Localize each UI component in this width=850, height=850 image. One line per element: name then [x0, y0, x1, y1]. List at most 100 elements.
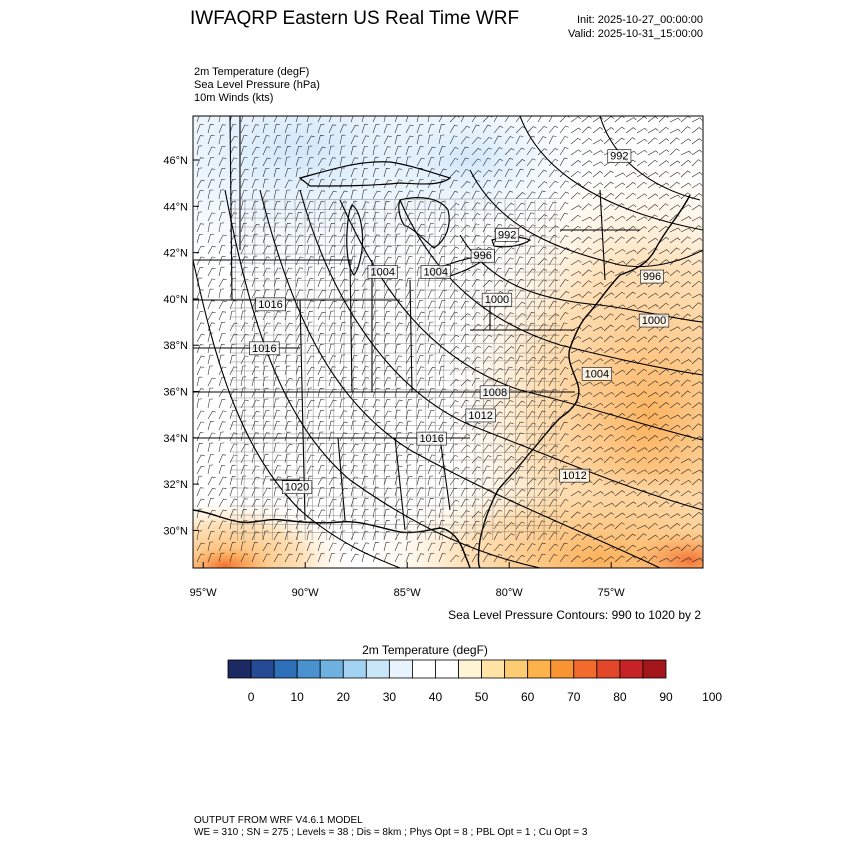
isobar-label: 1004 [370, 266, 394, 278]
wind-barb [405, 135, 414, 145]
wind-barb [339, 553, 347, 563]
wind-barb [449, 290, 459, 299]
wind-barb [504, 136, 514, 145]
wind-barb [240, 454, 249, 464]
wind-barb [383, 300, 392, 310]
latitude-axis: 46°N44°N42°N40°N38°N36°N34°N32°N30°N [163, 155, 199, 537]
colorbar-title: 2m Temperature (degF) [362, 643, 488, 657]
wind-barb [636, 205, 648, 211]
model-footer: OUTPUT FROM WRF V4.6.1 MODEL WE = 310 ; … [194, 815, 587, 839]
wind-barb [361, 387, 368, 398]
wind-barb [504, 509, 514, 519]
wind-barb [669, 337, 681, 343]
wind-barb [647, 501, 659, 508]
wind-barb [636, 413, 648, 420]
wind-barb [372, 542, 379, 552]
wind-barb [680, 216, 692, 222]
wind-barb [680, 522, 691, 530]
wind-barb [361, 135, 370, 145]
wind-barb [196, 311, 204, 321]
wind-barb [581, 192, 592, 200]
wind-barb [493, 509, 503, 519]
wind-barb [372, 212, 380, 222]
wind-barb [306, 278, 314, 288]
wind-barb [526, 454, 535, 464]
wind-barb [515, 333, 524, 343]
wind-barb [427, 289, 436, 299]
wind-barb [196, 124, 204, 134]
wind-barb [328, 520, 336, 530]
wind-barb [317, 267, 326, 277]
wind-barb [372, 355, 380, 365]
wind-barb [581, 533, 592, 541]
wind-barb [471, 301, 481, 310]
wind-barb [482, 312, 493, 321]
wind-barb [273, 454, 282, 464]
wind-barb [383, 135, 392, 145]
wind-barb [548, 356, 559, 365]
wind-barb [350, 443, 359, 453]
wind-barb [196, 410, 205, 420]
wind-barb [691, 512, 703, 519]
wind-barb [306, 116, 309, 123]
wind-barb [306, 190, 314, 200]
wind-barb [603, 425, 615, 431]
wind-barb [559, 180, 569, 189]
wind-barb [460, 345, 470, 354]
wind-barb [691, 117, 703, 123]
wind-barb [460, 157, 469, 167]
wind-barb [614, 280, 625, 288]
wind-barb [251, 531, 260, 541]
wind-barb [207, 410, 216, 420]
wind-barb [460, 510, 470, 519]
wind-barb [405, 124, 414, 134]
wind-barb [691, 457, 703, 464]
wind-barb [427, 553, 435, 563]
wind-barb [625, 258, 636, 266]
wind-barb [658, 469, 670, 475]
wind-barb [537, 268, 548, 277]
wind-barb [548, 268, 559, 277]
wind-barb [218, 179, 226, 189]
isobar-label: 1020 [285, 482, 309, 494]
wind-barb [570, 303, 582, 310]
wind-barb [680, 259, 692, 266]
wind-barb [537, 356, 547, 365]
wind-barb [493, 169, 503, 178]
wind-barb [339, 321, 346, 332]
wind-barb [383, 508, 390, 519]
wind-barb [570, 456, 581, 464]
wind-barb [372, 366, 381, 376]
colorbar-label: 10 [290, 690, 304, 704]
wind-barb [471, 223, 480, 233]
wind-barb [581, 236, 592, 244]
wind-barb [284, 255, 291, 266]
wind-barb [515, 510, 526, 519]
wind-barb [218, 552, 225, 563]
colorbar-swatch [596, 659, 621, 679]
wind-barb [493, 179, 502, 189]
wind-barb [317, 311, 326, 321]
wind-barb [504, 278, 513, 288]
wind-barb [240, 344, 249, 354]
wind-barb [361, 542, 370, 552]
wind-barb [603, 502, 615, 508]
wind-barb [295, 135, 304, 145]
wind-barb [537, 125, 548, 134]
wind-barb [405, 464, 412, 475]
wind-barb [680, 227, 692, 233]
county-line [311, 199, 316, 541]
wind-barb [372, 464, 379, 475]
wind-barb [515, 290, 525, 299]
wind-barb [658, 456, 669, 464]
wind-barb [416, 421, 425, 431]
wind-barb [537, 258, 548, 266]
wind-barb [405, 541, 412, 552]
lat-tick-label: 32°N [163, 479, 188, 491]
wind-barb [636, 456, 647, 464]
wind-barb [405, 156, 412, 167]
wind-barb [493, 554, 503, 563]
wind-barb [350, 145, 357, 156]
wind-barb [438, 487, 446, 497]
wind-barb [482, 543, 492, 552]
